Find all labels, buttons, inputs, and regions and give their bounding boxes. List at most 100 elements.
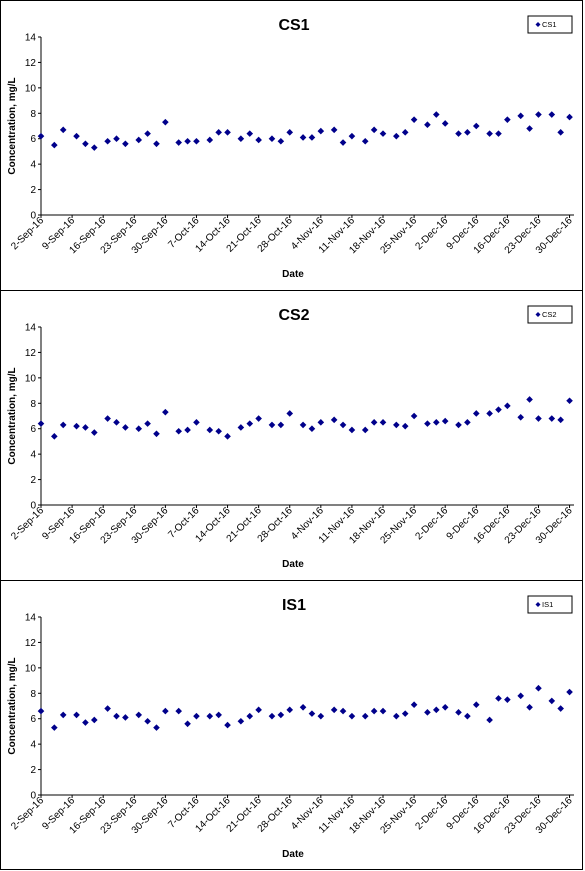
data-point: [495, 695, 502, 702]
data-point: [410, 412, 418, 420]
data-point: [504, 696, 511, 703]
data-point: [330, 416, 338, 424]
data-point: [455, 130, 462, 137]
data-point: [193, 137, 200, 145]
data-point: [299, 703, 307, 711]
legend-box: [527, 15, 573, 34]
data-point: [224, 721, 231, 729]
x-tick-label: 2-Dec-16: [413, 505, 450, 542]
data-point: [379, 707, 387, 715]
data-point: [517, 112, 524, 120]
y-tick-label: 10: [25, 83, 37, 94]
data-point: [379, 130, 387, 137]
data-point: [135, 136, 143, 144]
data-point: [59, 711, 67, 719]
y-tick-label: 14: [25, 613, 37, 624]
data-point: [441, 417, 449, 425]
data-point: [237, 717, 245, 725]
data-point: [526, 125, 533, 132]
legend-marker: [535, 312, 541, 317]
chart-panel-cs1: CS1 0 2 4 6 8 10 12 14 2-Sep-16 9-Sep-16 16-Sep-16 2…: [0, 0, 583, 291]
data-point: [224, 433, 231, 440]
data-point: [433, 706, 440, 714]
data-point: [495, 130, 502, 137]
data-point: [206, 712, 214, 720]
data-point: [153, 140, 160, 148]
data-point: [113, 712, 120, 720]
y-tick-label: 2: [30, 185, 36, 196]
y-tick-label: 4: [30, 740, 36, 751]
data-point: [215, 711, 222, 719]
data-point: [193, 712, 200, 720]
data-point: [517, 692, 524, 700]
data-point: [472, 701, 480, 709]
y-tick-label: 2: [30, 765, 36, 776]
data-point: [255, 415, 262, 422]
data-point: [339, 707, 347, 715]
x-axis-title: Date: [282, 849, 304, 860]
chart-panel-cs2: CS2 0 2 4 6 8 10 12 14 2-Sep-16 9-Sep-16 16-Sep-16 2…: [0, 290, 583, 581]
data-point: [472, 122, 480, 130]
data-point: [370, 419, 378, 426]
data-point: [122, 424, 129, 431]
data-point: [330, 126, 338, 134]
data-point: [51, 433, 58, 440]
data-point: [299, 421, 307, 429]
x-tick-label: 2-Sep-16: [9, 795, 46, 832]
data-point: [91, 716, 98, 724]
data-point: [424, 121, 431, 129]
y-tick-label: 6: [30, 134, 36, 145]
data-point: [401, 129, 409, 136]
data-point: [135, 711, 143, 719]
chart-panel-is1: IS1 0 2 4 6 8 10 12 14 2-Sep-16 9-Sep-16 16-Sep-16 2…: [0, 580, 583, 870]
data-point: [59, 126, 67, 134]
data-point: [153, 430, 160, 438]
x-tick-label: 2-Sep-16: [9, 505, 46, 542]
data-point: [268, 135, 276, 143]
y-axis-title: Concentration, mg/L: [7, 657, 18, 754]
data-point: [82, 424, 89, 431]
data-point: [175, 427, 182, 435]
data-point: [486, 130, 493, 137]
data-point: [104, 415, 111, 422]
data-point: [193, 419, 200, 426]
legend-label: IS1: [542, 600, 553, 609]
data-point: [348, 712, 356, 720]
data-point: [517, 413, 524, 421]
data-point: [455, 421, 462, 429]
data-point: [308, 134, 316, 141]
data-point: [410, 701, 418, 709]
data-point: [91, 429, 98, 436]
data-point: [91, 144, 98, 151]
x-axis-title: Date: [282, 559, 304, 570]
x-tick-label: 2-Dec-16: [413, 215, 450, 252]
data-point: [370, 707, 378, 715]
data-point: [566, 113, 573, 121]
data-point: [393, 421, 400, 429]
data-point: [175, 139, 182, 146]
data-point: [299, 134, 307, 141]
data-point: [308, 710, 316, 717]
data-point: [162, 707, 169, 715]
data-point: [361, 137, 369, 145]
data-point: [486, 410, 493, 417]
y-axis-title: Concentration, mg/L: [7, 77, 18, 174]
data-point: [51, 141, 58, 149]
data-point: [215, 129, 222, 136]
chart-title: CS1: [278, 17, 309, 34]
y-tick-label: 8: [30, 399, 36, 410]
data-point: [184, 426, 191, 434]
y-tick-label: 6: [30, 424, 36, 435]
y-axis-title: Concentration, mg/L: [7, 367, 18, 464]
data-point: [277, 137, 285, 145]
data-point: [37, 420, 45, 427]
data-point: [82, 140, 89, 148]
data-point: [548, 415, 556, 422]
x-axis-title: Date: [282, 269, 304, 280]
data-point: [433, 419, 440, 426]
data-point: [370, 126, 378, 134]
data-point: [566, 688, 573, 696]
data-point: [455, 709, 462, 716]
y-tick-label: 4: [30, 450, 36, 461]
legend-label: CS2: [542, 310, 557, 319]
